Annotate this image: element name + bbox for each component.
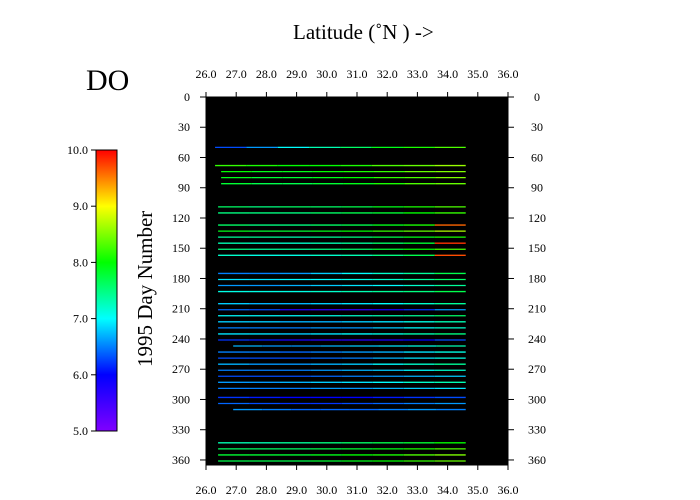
y-axis-title: 1995 Day Number (133, 211, 157, 367)
x-tick-label-top: 29.0 (286, 67, 307, 81)
y-tick-label-left: 60 (178, 150, 190, 164)
x-tick-label-bottom: 29.0 (286, 483, 307, 497)
x-tick-label-bottom: 31.0 (347, 483, 368, 497)
y-tick-label-left: 360 (172, 453, 190, 467)
x-tick-label-bottom: 33.0 (407, 483, 428, 497)
colorbar-tick-label: 7.0 (73, 312, 88, 326)
x-tick-label-top: 33.0 (407, 67, 428, 81)
x-tick-label-bottom: 27.0 (226, 483, 247, 497)
x-tick-label-bottom: 32.0 (377, 483, 398, 497)
track-lines (215, 146, 466, 462)
y-tick-label-left: 30 (178, 120, 190, 134)
x-tick-label-top: 30.0 (316, 67, 337, 81)
x-tick-label-bottom: 34.0 (437, 483, 458, 497)
x-axis-ticks: 26.0 26.0 27.0 27.0 28.0 28.0 29.0 29.0 30.0 30.0… (196, 67, 519, 497)
y-tick-label-left: 120 (172, 211, 190, 225)
x-tick-label-bottom: 28.0 (256, 483, 277, 497)
y-tick-label-right: 300 (528, 392, 546, 406)
x-tick-label-bottom: 35.0 (467, 483, 488, 497)
y-tick-label-left: 300 (172, 392, 190, 406)
y-tick-label-right: 120 (528, 211, 546, 225)
y-tick-label-right: 270 (528, 362, 546, 376)
x-tick-label-top: 26.0 (196, 67, 217, 81)
y-tick-label-left: 270 (172, 362, 190, 376)
colorbar-tick-label: 5.0 (73, 424, 88, 438)
y-tick-label-right: 60 (531, 150, 543, 164)
x-tick-label-top: 36.0 (498, 67, 519, 81)
x-tick-label-top: 27.0 (226, 67, 247, 81)
y-tick-label-right: 180 (528, 271, 546, 285)
y-tick-label-right: 330 (528, 423, 546, 437)
x-tick-label-top: 32.0 (377, 67, 398, 81)
colorbar-tick-label: 8.0 (73, 255, 88, 269)
y-tick-label-left: 90 (178, 181, 190, 195)
colorbar (95, 149, 118, 432)
x-tick-label-top: 34.0 (437, 67, 458, 81)
x-tick-label-bottom: 30.0 (316, 483, 337, 497)
colorbar-tick-label: 9.0 (73, 199, 88, 213)
y-tick-label-right: 150 (528, 241, 546, 255)
y-tick-label-right: 0 (534, 90, 540, 104)
y-tick-label-right: 30 (531, 120, 543, 134)
x-tick-label-top: 35.0 (467, 67, 488, 81)
x-tick-label-bottom: 26.0 (196, 483, 217, 497)
variable-title: DO (86, 64, 129, 97)
y-tick-label-right: 90 (531, 181, 543, 195)
colorbar-tick-label: 10.0 (67, 143, 88, 157)
y-tick-label-right: 360 (528, 453, 546, 467)
y-tick-label-left: 210 (172, 302, 190, 316)
x-axis-title: Latitude (˚N ) -> (293, 20, 434, 44)
x-tick-label-bottom: 36.0 (498, 483, 519, 497)
y-tick-label-left: 150 (172, 241, 190, 255)
x-tick-label-top: 28.0 (256, 67, 277, 81)
y-tick-label-left: 330 (172, 423, 190, 437)
y-axis-ticks: 0 0 30 30 60 60 90 90 120 120 150 150 180 180 210 210 24… (172, 90, 546, 467)
y-tick-label-left: 180 (172, 271, 190, 285)
y-tick-label-left: 240 (172, 332, 190, 346)
colorbar-tick-label: 6.0 (73, 368, 88, 382)
colorbar-ticks: 5.0 6.0 7.0 8.0 9.0 10.0 (67, 143, 96, 438)
x-tick-label-top: 31.0 (347, 67, 368, 81)
y-tick-label-left: 0 (184, 90, 190, 104)
y-tick-label-right: 210 (528, 302, 546, 316)
y-tick-label-right: 240 (528, 332, 546, 346)
